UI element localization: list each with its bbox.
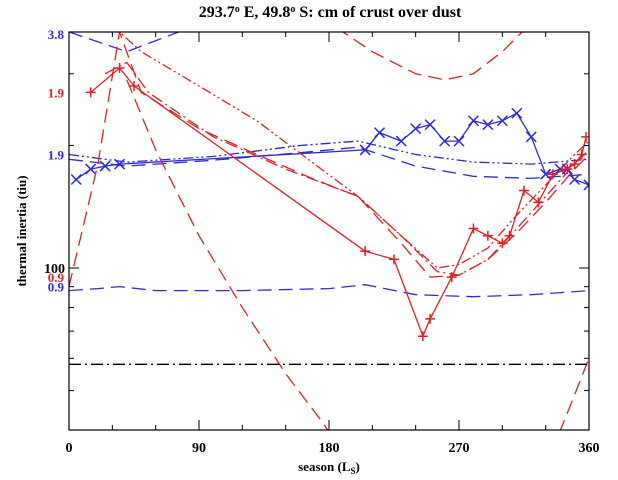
red-y-tick-label-1: 0.9 <box>48 270 65 285</box>
series-line-8 <box>69 32 589 287</box>
series-0-marker-12 <box>482 119 494 131</box>
series-line-1 <box>69 32 181 53</box>
tick-labels: 0 90 180 270 360 100 3.8 1.9 0.9 1.9 0.9 <box>44 27 600 456</box>
red-y-tick-label-0: 1.9 <box>48 85 65 100</box>
blue-y-tick-label-1: 1.9 <box>48 148 65 163</box>
series-0-marker-7 <box>410 123 422 135</box>
series-0-marker-0 <box>70 173 82 186</box>
series-line-10 <box>559 358 589 430</box>
blue-y-tick-label-0: 3.8 <box>48 27 65 42</box>
title-degree-1: o <box>235 4 240 15</box>
series-5-marker-6 <box>425 313 436 324</box>
series-0-marker-6 <box>395 135 407 147</box>
x-tick-label-3: 270 <box>449 441 470 456</box>
series-5-marker-14 <box>547 169 558 180</box>
series-5-marker-5 <box>417 331 428 342</box>
series-line-4 <box>69 284 589 298</box>
series-line-9 <box>126 79 329 430</box>
series-5-marker-0 <box>85 87 96 98</box>
series-5-marker-18 <box>581 131 589 142</box>
series-0-marker-1 <box>85 163 97 175</box>
series-0-marker-11 <box>467 115 479 127</box>
y-tick-label-0: 100 <box>44 262 65 277</box>
series-5-marker-8 <box>468 223 479 234</box>
series-0-marker-9 <box>439 135 451 147</box>
series-0-marker-19 <box>569 173 581 186</box>
series-0-marker-15 <box>525 131 537 143</box>
chart-title: 293.7o E, 49.8o S: cm of crust over dust <box>199 4 462 21</box>
x-tick-label-0: 0 <box>66 441 73 456</box>
series-line-11 <box>341 32 523 81</box>
x-tick-label-4: 360 <box>579 441 600 456</box>
x-axis-label: season (LS) <box>298 459 360 476</box>
series-5-marker-12 <box>519 185 529 196</box>
series-0-marker-13 <box>496 115 508 127</box>
series-group <box>69 32 589 430</box>
series-0-marker-20 <box>583 179 589 191</box>
ticks-group <box>68 32 590 431</box>
x-tick-label-1: 90 <box>192 441 206 456</box>
series-0-marker-14 <box>511 107 523 119</box>
blue-y-tick-label-2: 0.9 <box>48 280 65 295</box>
series-5-marker-9 <box>482 230 493 241</box>
series-5-marker-1 <box>114 62 125 73</box>
series-0-marker-8 <box>424 119 436 131</box>
series-5-marker-2 <box>129 80 139 91</box>
series-0-marker-10 <box>453 135 465 147</box>
series-5-marker-4 <box>389 254 399 265</box>
series-0-marker-5 <box>374 127 386 139</box>
x-tick-label-2: 180 <box>319 441 340 456</box>
series-line-6 <box>118 32 589 269</box>
series-line-2 <box>69 140 589 165</box>
series-line-3 <box>69 146 589 180</box>
series-5-marker-13 <box>533 197 544 208</box>
y-axis-label: thermal inertia (tiu) <box>14 175 29 286</box>
title-degree-2: o <box>290 4 295 15</box>
series-5-marker-3 <box>360 246 371 257</box>
series-line-7 <box>104 61 589 276</box>
